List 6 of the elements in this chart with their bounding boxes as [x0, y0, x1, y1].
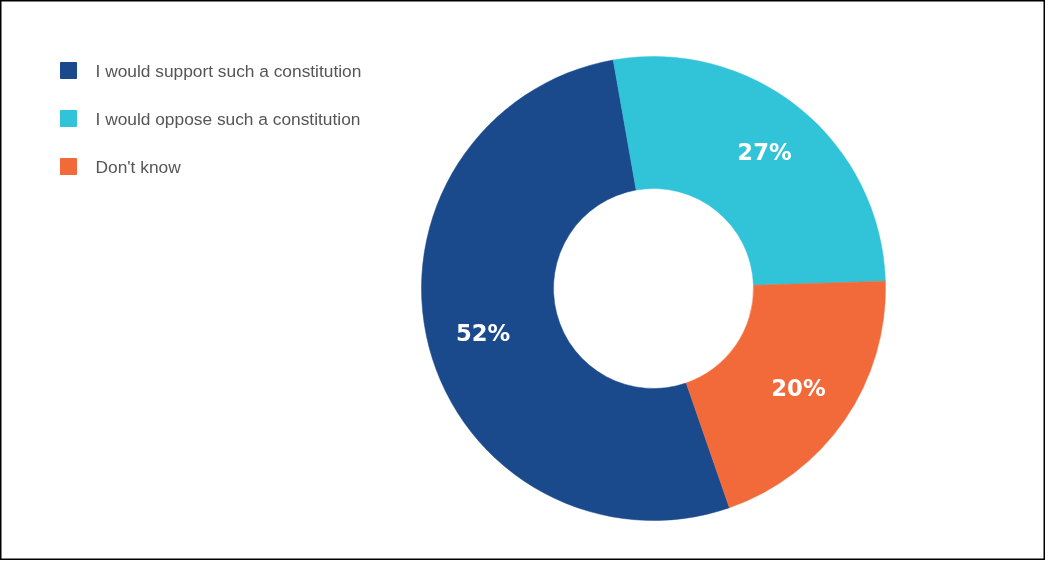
- legend-label: I would support such a constitution: [95, 60, 362, 81]
- data-label: 52%: [456, 319, 511, 346]
- data-label: 27%: [737, 138, 792, 165]
- legend-label: Don't know: [95, 156, 182, 177]
- legend-label: I would oppose such a constitution: [95, 108, 361, 129]
- data-label: 20%: [771, 375, 826, 402]
